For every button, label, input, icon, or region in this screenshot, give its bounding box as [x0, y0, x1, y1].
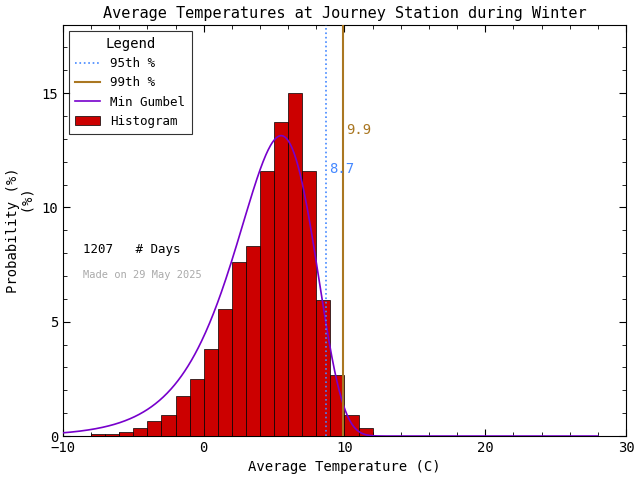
Bar — [133, 429, 147, 436]
Legend: 95th %, 99th %, Min Gumbel, Histogram: 95th %, 99th %, Min Gumbel, Histogram — [69, 31, 191, 134]
Bar — [161, 415, 175, 436]
Bar — [105, 434, 119, 436]
Bar — [246, 246, 260, 436]
Y-axis label: Probability (%)
       (%): Probability (%) (%) — [6, 168, 36, 293]
Bar — [330, 375, 344, 436]
Text: 9.9: 9.9 — [346, 123, 371, 137]
Bar — [232, 262, 246, 436]
Bar — [147, 421, 161, 436]
Bar — [175, 396, 189, 436]
Bar — [260, 171, 274, 436]
X-axis label: Average Temperature (C): Average Temperature (C) — [248, 460, 441, 474]
Bar — [316, 300, 330, 436]
Bar — [91, 434, 105, 436]
Bar — [189, 379, 204, 436]
Text: 1207   # Days: 1207 # Days — [83, 243, 180, 256]
Text: 8.7: 8.7 — [329, 162, 354, 176]
Bar — [274, 121, 288, 436]
Bar — [204, 349, 218, 436]
Text: Made on 29 May 2025: Made on 29 May 2025 — [83, 270, 202, 279]
Bar — [344, 415, 358, 436]
Bar — [218, 310, 232, 436]
Title: Average Temperatures at Journey Station during Winter: Average Temperatures at Journey Station … — [102, 6, 586, 21]
Bar — [358, 429, 372, 436]
Bar — [302, 171, 316, 436]
Bar — [288, 93, 302, 436]
Bar — [119, 432, 133, 436]
